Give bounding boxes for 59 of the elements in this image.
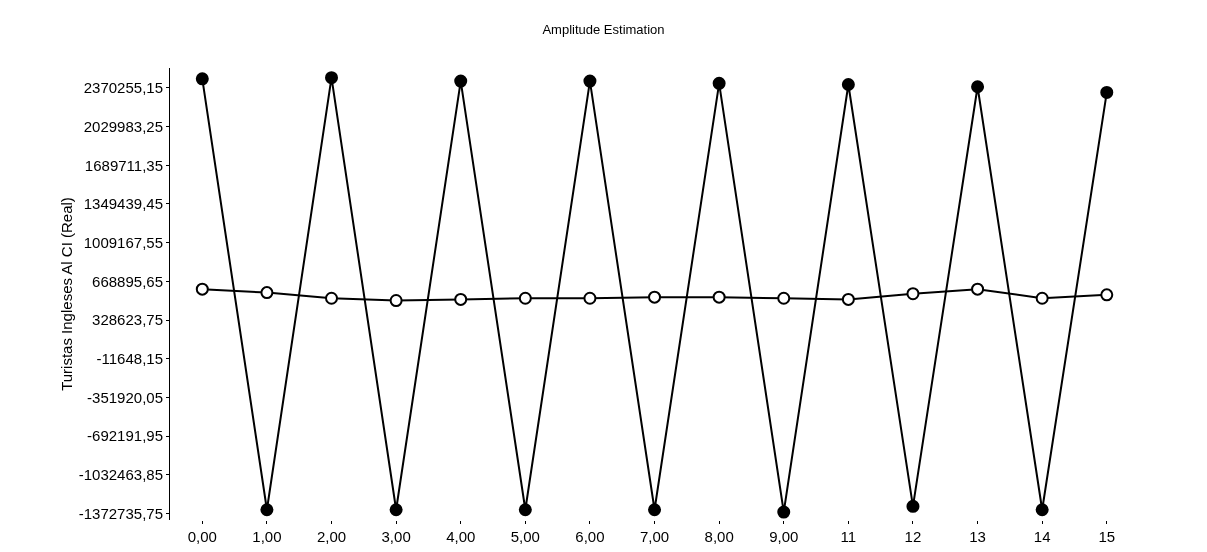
point — [1035, 503, 1049, 517]
point — [1100, 85, 1114, 99]
point — [518, 503, 532, 517]
point — [454, 292, 468, 306]
point — [389, 503, 403, 517]
y-tick-label: -692191,95 — [87, 427, 163, 445]
point — [583, 291, 597, 305]
y-tick-label: -351920,05 — [87, 388, 163, 406]
y-tick-label: 1009167,55 — [83, 233, 163, 251]
point — [389, 294, 403, 308]
y-tick-label: -1032463,85 — [78, 466, 163, 484]
x-tick-label: 0,00 — [187, 528, 217, 545]
point — [454, 74, 468, 88]
chart-title: Amplitude Estimation — [542, 21, 665, 37]
y-tick-label: 1689711,35 — [84, 156, 163, 174]
point — [648, 290, 662, 304]
y-tick-label: -11648,15 — [96, 349, 163, 367]
point — [712, 290, 726, 304]
x-tick-label: 15 — [1098, 528, 1116, 545]
x-tick-label: 5,00 — [510, 528, 540, 545]
x-tick-label: 4,00 — [446, 528, 476, 545]
x-tick-label: 13 — [969, 528, 986, 545]
point — [777, 291, 791, 305]
y-tick-label: 2370255,15 — [83, 79, 163, 97]
point — [777, 505, 791, 519]
point — [971, 282, 985, 296]
y-tick-label: 328623,75 — [92, 311, 163, 329]
x-tick-label: 12 — [904, 528, 922, 545]
point — [195, 282, 209, 296]
x-tick-label: 1,00 — [252, 528, 282, 545]
y-tick-label: -1372735,75 — [78, 504, 163, 522]
point — [841, 77, 855, 91]
point — [1035, 291, 1049, 305]
point — [906, 287, 920, 301]
x-tick-label: 3,00 — [381, 528, 411, 545]
point — [325, 71, 339, 85]
point — [971, 80, 985, 94]
y-tick-label: 2029983,25 — [83, 117, 163, 135]
x-tick-label: 6,00 — [575, 528, 605, 545]
point — [260, 503, 274, 517]
point — [648, 503, 662, 517]
point — [260, 286, 274, 300]
point — [712, 76, 726, 90]
point — [1100, 288, 1114, 302]
x-tick-label: 7,00 — [639, 528, 670, 545]
point — [906, 499, 920, 513]
x-tick-label: 9,00 — [769, 528, 799, 545]
y-axis-title: Turistas Ingleses Al CI (Real) — [58, 197, 75, 391]
point — [583, 74, 597, 88]
x-tick-label: 8,00 — [704, 528, 734, 545]
point — [325, 291, 339, 305]
point — [518, 291, 532, 305]
y-tick-label: 668895,65 — [92, 272, 163, 290]
x-tick-label: 11 — [840, 528, 857, 545]
y-tick-label: 1349439,45 — [83, 195, 163, 213]
x-tick-label: 14 — [1033, 528, 1051, 545]
point — [195, 72, 209, 86]
point — [841, 292, 855, 306]
x-tick-label: 2,00 — [316, 528, 347, 545]
